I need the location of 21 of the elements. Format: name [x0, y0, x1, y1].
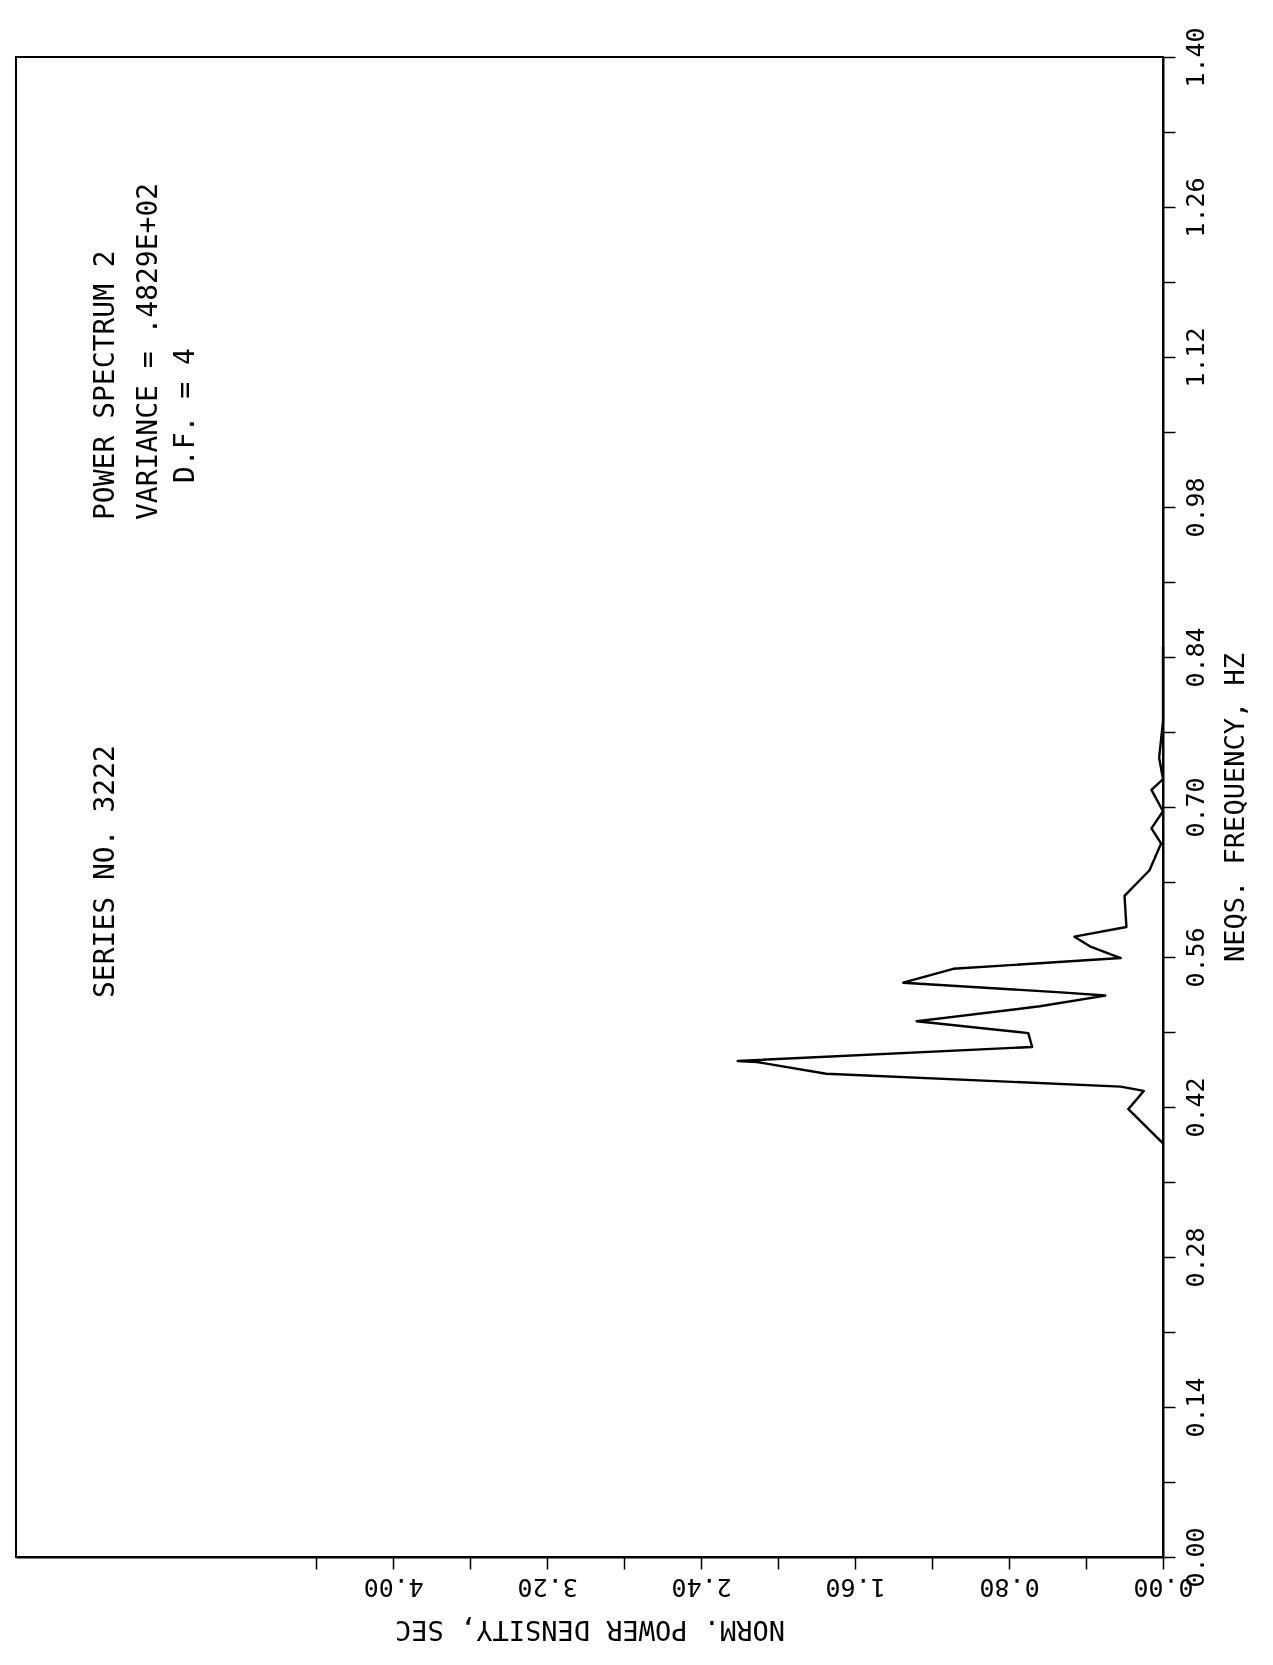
- y-tick-label: 1.12: [1180, 327, 1210, 388]
- y-axis-title: NEQS. FREQUENCY, HZ: [1218, 653, 1250, 962]
- annotation: D.F. = 4: [168, 348, 201, 483]
- x-tick-label: 0.80: [979, 1572, 1040, 1602]
- y-tick-label: 0.70: [1180, 777, 1210, 838]
- x-axis-title: NORM. POWER DENSITY, SEC: [394, 1614, 786, 1646]
- y-tick-label: 0.56: [1180, 927, 1210, 988]
- x-tick-label: 2.40: [671, 1572, 732, 1602]
- y-tick-label: 1.26: [1180, 177, 1210, 238]
- annotation: POWER SPECTRUM 2: [88, 250, 121, 520]
- y-tick-label: 0.42: [1180, 1077, 1210, 1138]
- annotation: SERIES NO. 3222: [88, 745, 121, 998]
- x-tick-label: 4.00: [363, 1572, 424, 1602]
- y-tick-label: 0.84: [1180, 627, 1210, 688]
- y-tick-label: 0.98: [1180, 477, 1210, 538]
- y-tick-label: 1.40: [1180, 27, 1210, 88]
- annotation: VARIANCE = .4829E+02: [131, 182, 164, 520]
- y-tick-label: 0.14: [1180, 1377, 1210, 1438]
- x-tick-label: 3.20: [517, 1572, 578, 1602]
- y-tick-label: 0.28: [1180, 1227, 1210, 1288]
- x-tick-label: 1.60: [825, 1572, 886, 1602]
